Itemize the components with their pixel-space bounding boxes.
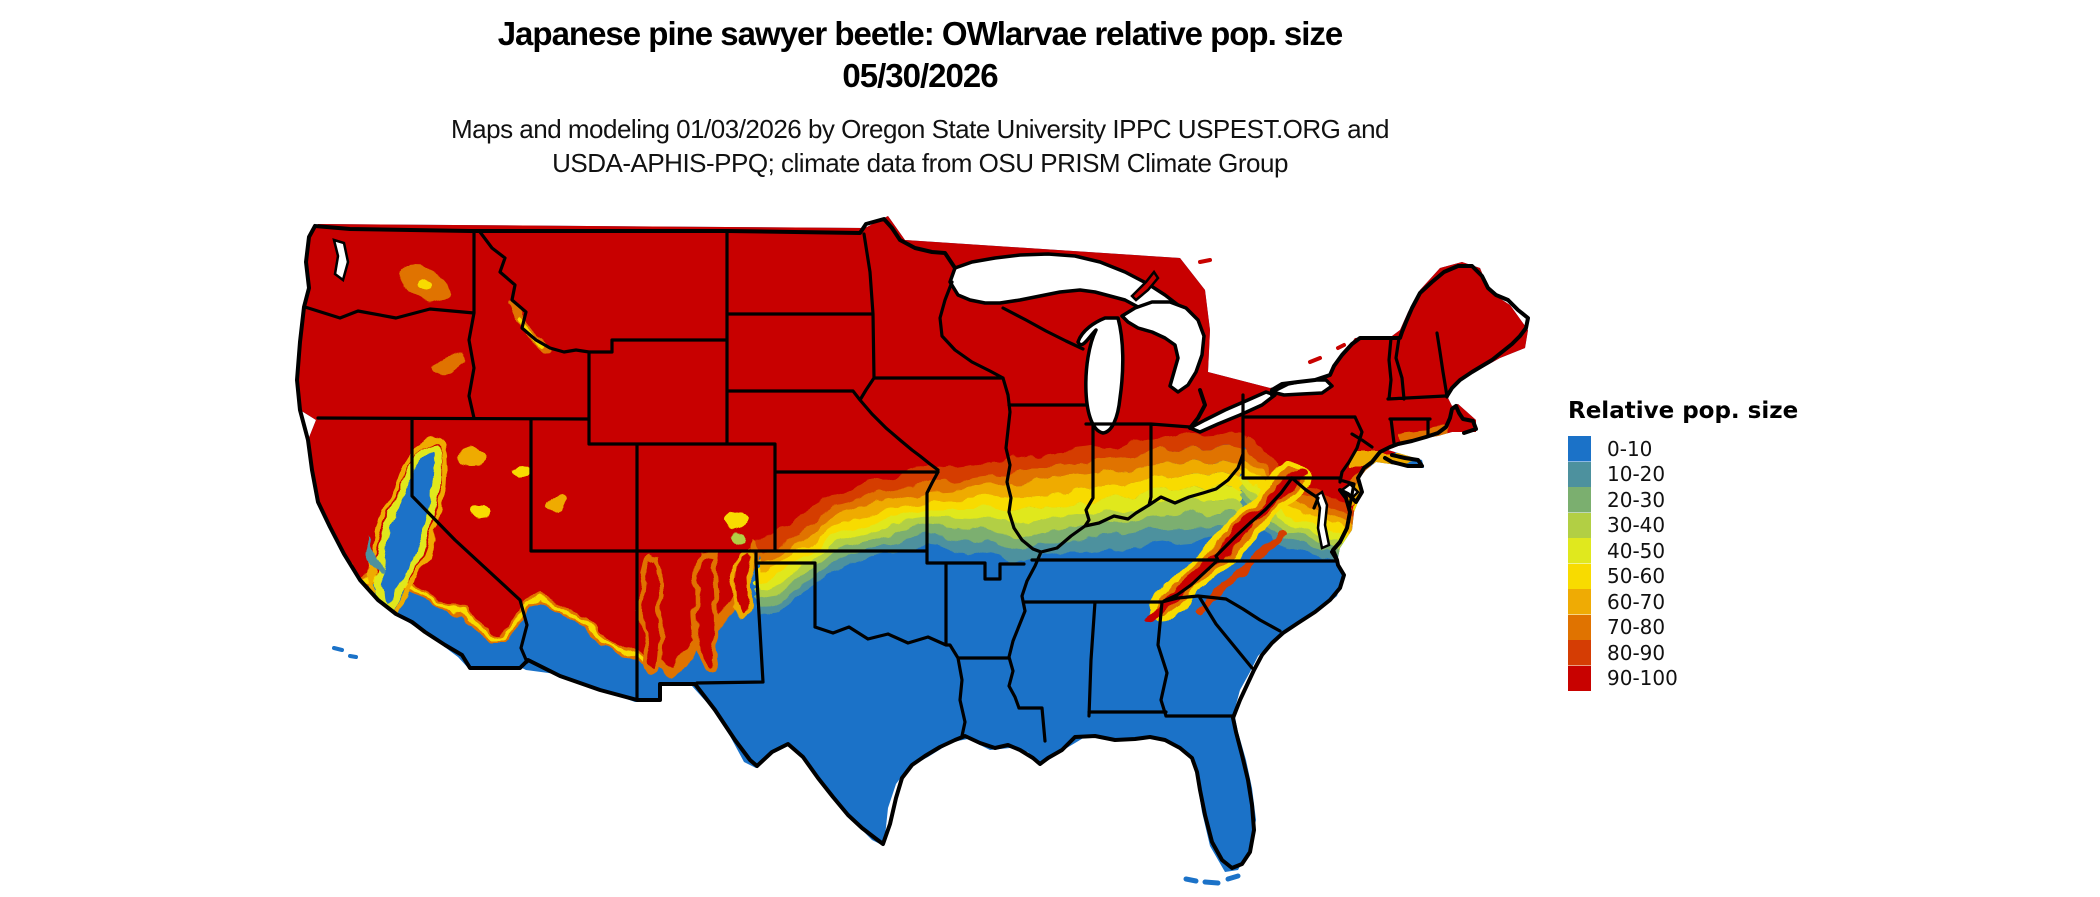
- canada-border-specks: [1198, 258, 1346, 364]
- monterey-coast-patch: [366, 538, 384, 573]
- legend-label: 80-90: [1607, 640, 1666, 665]
- lake-michigan: [1076, 316, 1125, 435]
- legend-row: 90-100: [1568, 665, 1868, 691]
- lake-erie: [1188, 390, 1277, 434]
- lake-superior: [948, 252, 1180, 314]
- legend-label: 30-40: [1607, 513, 1666, 538]
- nj-hook-5: [1359, 494, 1385, 534]
- puget-sound: [332, 238, 350, 283]
- map-subtitle-block: Maps and modeling 01/03/2026 by Oregon S…: [0, 112, 1840, 180]
- lake-huron: [1120, 300, 1206, 394]
- subtitle-line-2: USDA-APHIS-PPQ; climate data from OSU PR…: [552, 148, 1288, 178]
- legend-row: 0-10: [1568, 436, 1868, 462]
- chesapeake-bay: [1314, 490, 1331, 550]
- legend-row: 20-30: [1568, 487, 1868, 513]
- keweenaw-peninsula: [1130, 269, 1160, 302]
- legend-swatch-60-70: [1568, 589, 1591, 615]
- band-10-20: [754, 524, 1246, 619]
- legend-swatch-70-80: [1568, 614, 1591, 640]
- or-blues-patch: [430, 350, 466, 374]
- legend-row: 40-50: [1568, 538, 1868, 564]
- nv-patch-4: [473, 507, 491, 517]
- legend-swatch-20-30: [1568, 487, 1591, 513]
- map-raster-fill: [297, 216, 1528, 872]
- nv-patch-3: [544, 495, 568, 509]
- wa-cascades-yellow: [415, 280, 433, 292]
- legend-swatch-30-40: [1568, 512, 1591, 538]
- legend-row: 60-70: [1568, 589, 1868, 615]
- legend-swatch-50-60: [1568, 563, 1591, 589]
- legend-swatch-40-50: [1568, 538, 1591, 564]
- co-sanluis-patch: [723, 512, 751, 532]
- legend-row: 10-20: [1568, 461, 1868, 487]
- nm-mtn-finger-3: [731, 550, 753, 621]
- legend-label: 20-30: [1607, 487, 1666, 512]
- florida-keys: [1183, 873, 1241, 886]
- band-50-60: [754, 472, 1246, 583]
- band-80-90: [754, 433, 1246, 557]
- legend-swatch-90-100: [1568, 665, 1591, 691]
- legend-row: 70-80: [1568, 614, 1868, 640]
- band-40-50: [754, 485, 1246, 592]
- co-sanluis-green: [731, 535, 747, 545]
- legend-label: 60-70: [1607, 589, 1666, 614]
- legend-swatch-10-20: [1568, 461, 1591, 487]
- legend: Relative pop. size 0-10 10-20 20-30 30-4…: [1568, 398, 1868, 691]
- legend-label: 90-100: [1607, 666, 1678, 691]
- band-20-30: [754, 511, 1246, 610]
- legend-label: 40-50: [1607, 538, 1666, 563]
- nm-mtn-finger-1: [638, 552, 664, 676]
- band-60-70: [754, 459, 1246, 574]
- legend-label: 10-20: [1607, 462, 1666, 487]
- legend-label: 0-10: [1607, 436, 1653, 461]
- page-title: Japanese pine sawyer beetle: OWlarvae re…: [497, 15, 1344, 52]
- subtitle-line-1: Maps and modeling 01/03/2026 by Oregon S…: [450, 114, 1390, 144]
- map-title-block: Japanese pine sawyer beetle: OWlarvae re…: [0, 14, 1840, 96]
- page-title-date: 05/30/2026: [842, 57, 998, 94]
- legend-row: 30-40: [1568, 512, 1868, 538]
- legend-swatch-80-90: [1568, 640, 1591, 666]
- legend-label: 70-80: [1607, 615, 1666, 640]
- nv-patch-2: [512, 466, 532, 478]
- state-borders: [303, 230, 1449, 743]
- us-outline: [295, 217, 1530, 870]
- legend-title: Relative pop. size: [1568, 398, 1799, 424]
- nv-patch-1: [457, 448, 487, 464]
- legend-row: 50-60: [1568, 563, 1868, 589]
- legend-label: 50-60: [1607, 564, 1666, 589]
- legend-swatch-0-10: [1568, 436, 1591, 462]
- legend-row: 80-90: [1568, 640, 1868, 666]
- blue-ridge-streak: [1192, 528, 1288, 616]
- nm-mtn-finger-2: [692, 549, 720, 674]
- ca-channel-islands: [332, 646, 358, 659]
